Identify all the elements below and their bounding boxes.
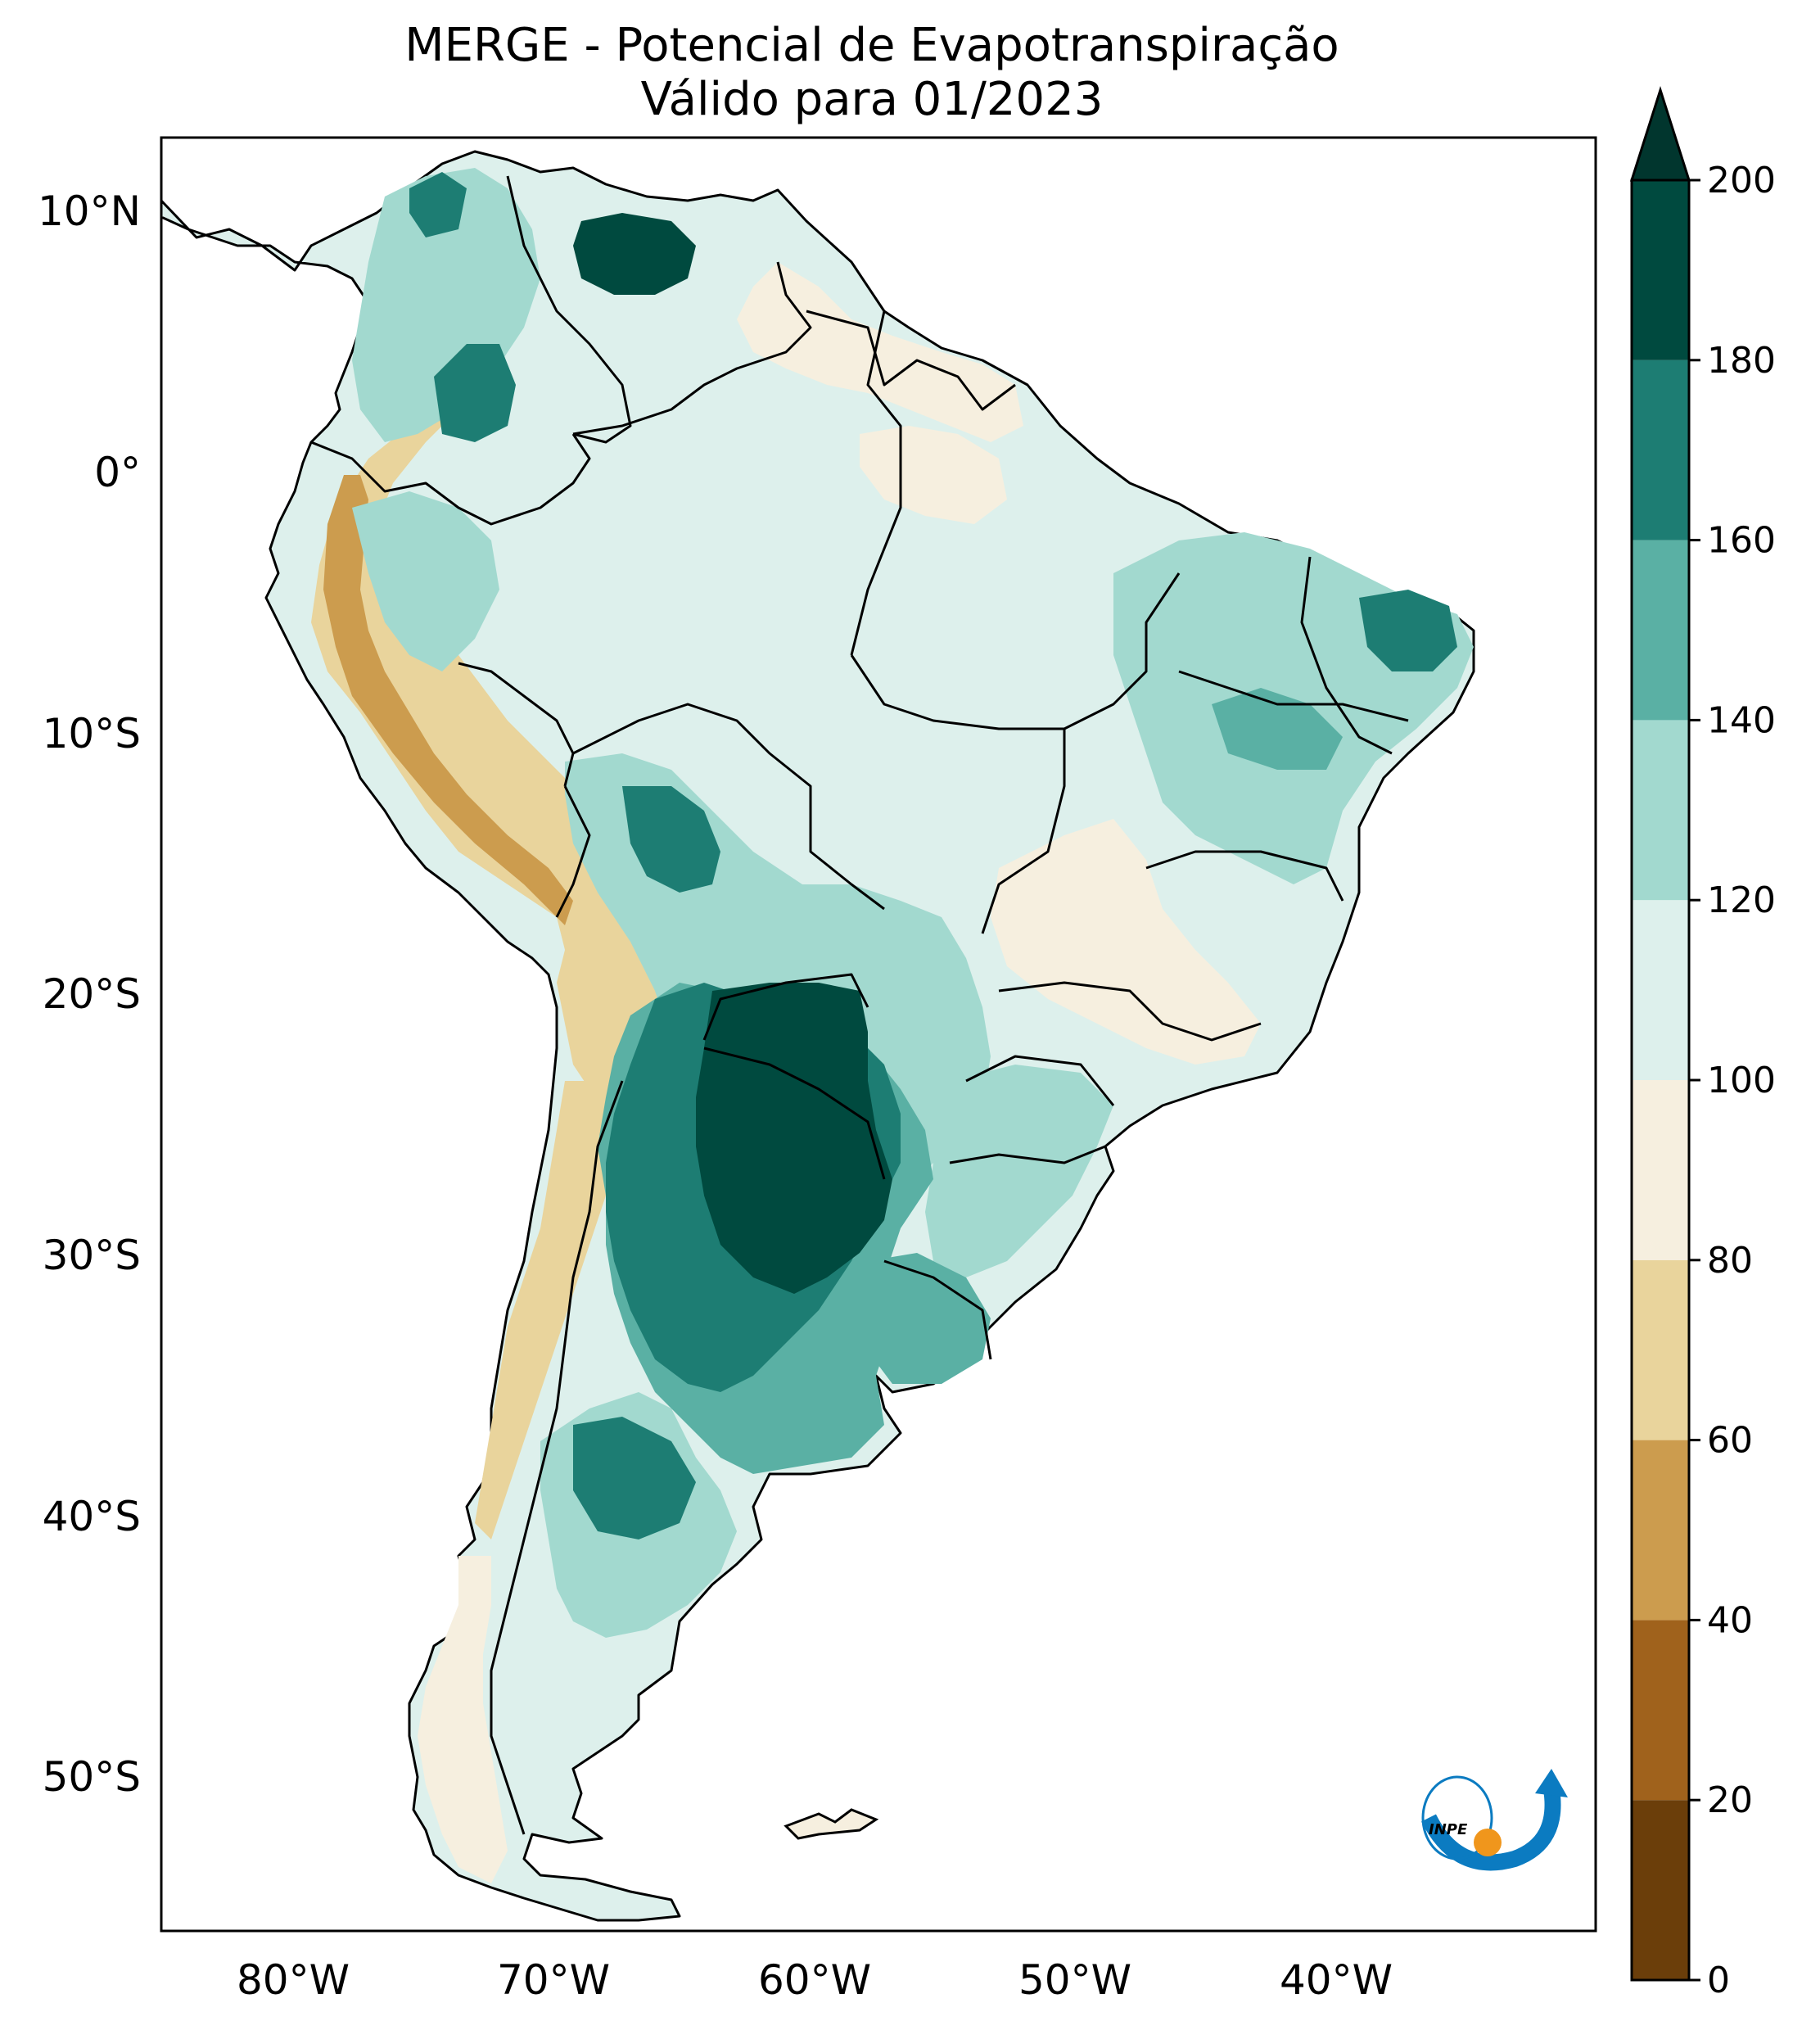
border-brazil-states-southern [949,1145,1106,1164]
border-guianas [806,310,1016,411]
lat-label-20s: 20°S [43,970,141,1018]
border-bolivia-paraguay [702,973,869,1041]
peru-bolivia-humid-zone [622,786,720,893]
border-brazil-states-south [965,1055,1115,1106]
border-colombia-venezuela [506,175,632,444]
border-paraguay-argentina [703,1047,886,1180]
map-panel: 10°N 0° 10°S 20°S 30°S 40°S 50°S 80°W 70… [38,136,1597,2004]
colorbar-tick-label: 100 [1707,1060,1776,1101]
lon-label-40w: 40°W [1280,1956,1393,2004]
map-title-line-2: Válido para 01/2023 [641,73,1104,126]
border-brazil-northeast-states [1300,556,1393,755]
colorbar-segment [1632,180,1689,360]
border-brazil-amazon [850,310,902,656]
colorbar-tick-label: 40 [1707,1599,1753,1641]
lat-label-10n: 10°N [38,188,141,235]
amazon-light-zone [860,426,1007,524]
colombia-humid-zone [434,344,516,442]
logo-arc-icon [1421,1788,1561,1871]
border-brazil-minas [1145,850,1344,902]
map-title-line-1: MERGE - Potencial de Evapotranspiração [404,19,1339,72]
lat-label-40s: 40°S [43,1493,141,1540]
colorbar-tick-label: 140 [1707,699,1776,741]
lat-label-50s: 50°S [43,1753,141,1801]
colorbar-tick-label: 60 [1707,1420,1753,1462]
falkland-islands [784,1808,879,1840]
patagonia-light-zone [418,1556,508,1883]
colorbar-tick-label: 120 [1707,879,1776,921]
colorbar-tick-label: 80 [1707,1240,1753,1282]
colorbar-tick-label: 200 [1707,160,1776,201]
lat-label-30s: 30°S [43,1232,141,1279]
lat-label-0: 0° [94,449,141,496]
border-brazil-states-east [1064,572,1181,730]
evapotranspiration-field [161,150,1475,1922]
border-brazil-states-north [850,654,1064,730]
border-brazil-uruguay [883,1259,992,1360]
colorbar-tick-label: 0 [1707,1960,1730,2001]
bahia-humid-zone [1212,688,1343,770]
pernambuco-humid-zone [1359,590,1457,671]
logo-text: INPE [1429,1821,1468,1838]
border-bolivia-brazil [572,703,885,911]
lon-label-60w: 60°W [758,1956,871,2004]
peru-amazon-moist-zone [352,491,499,671]
colorbar-tick-label: 20 [1707,1779,1753,1821]
colorbar-tick-label: 160 [1707,520,1776,562]
colorbar-extend-arrow [1629,86,1691,182]
colorbar-ticks: 0 20 40 60 80 100 120 140 160 180 200 [1689,160,1776,2001]
country-borders [310,175,1409,1835]
venezuela-humid-zone [573,213,696,295]
colorbar-segment [1632,1259,1689,1440]
border-venezuela-brazil [572,261,812,436]
colorbar-segment [1632,1440,1689,1621]
colorbar-segment [1632,540,1689,721]
colorbar-tick-label: 180 [1707,340,1776,382]
latitude-labels: 10°N 0° 10°S 20°S 30°S 40°S 50°S [38,188,141,1801]
colorbar: 0 20 40 60 80 100 120 140 160 180 200 [1629,86,1776,2001]
lon-label-80w: 80°W [237,1956,350,2004]
border-brazil-states-southeast [998,981,1262,1042]
longitude-labels: 80°W 70°W 60°W 50°W 40°W [237,1956,1393,2004]
colorbar-segments [1632,180,1689,1980]
andes-very-dry-zone [323,475,573,925]
andes-dry-chile [475,1081,639,1539]
border-colombia-ecuador-peru [310,433,591,526]
map-frame [160,136,1597,1933]
chaco-extreme-zone [696,983,892,1294]
colorbar-segment [1632,1620,1689,1801]
logo-arrow-icon [1535,1769,1568,1797]
border-peru-bolivia [555,785,591,918]
uruguay-humid-zone [860,1253,991,1384]
border-brazil-states-central [981,729,1066,934]
southern-brazil-moist-zone [925,1065,1113,1277]
colorbar-segment [1632,1080,1689,1260]
guiana-light-zone [737,262,1023,442]
logo-orbit-icon [1421,1775,1493,1860]
coast-humid-zone [409,172,467,237]
border-brazil-bahia [1178,670,1409,722]
border-chile-argentina [490,1080,624,1835]
colorbar-segment [1632,1800,1689,1980]
central-brazil-light-zone [991,819,1261,1065]
colorbar-segment [1632,900,1689,1080]
colorbar-segment [1632,720,1689,901]
colorbar-segment [1632,359,1689,540]
border-peru-brazil [458,662,575,787]
inpe-logo: INPE [1421,1769,1568,1871]
logo-dot-icon [1474,1829,1502,1856]
lon-label-70w: 70°W [497,1956,610,2004]
lon-label-50w: 50°W [1018,1956,1131,2004]
patagonia-humid-zone [573,1417,696,1539]
lat-label-10s: 10°S [43,710,141,757]
